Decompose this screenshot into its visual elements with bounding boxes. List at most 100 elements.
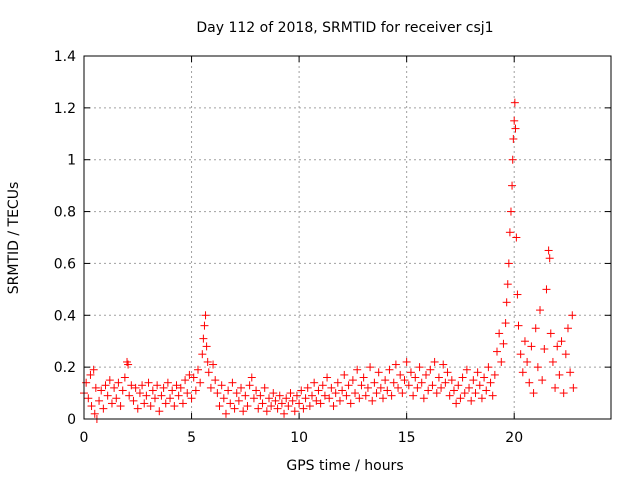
data-point bbox=[107, 399, 116, 408]
data-point bbox=[282, 394, 291, 403]
data-point bbox=[292, 391, 301, 400]
data-point bbox=[84, 394, 93, 403]
data-point bbox=[462, 365, 471, 374]
data-point bbox=[275, 391, 284, 400]
data-point bbox=[378, 394, 387, 403]
data-point bbox=[254, 404, 263, 413]
data-point bbox=[146, 402, 155, 411]
data-point bbox=[492, 347, 501, 356]
data-point bbox=[538, 376, 547, 385]
data-point bbox=[86, 370, 95, 379]
data-point bbox=[456, 394, 465, 403]
data-point bbox=[400, 376, 409, 385]
data-point bbox=[353, 365, 362, 374]
y-tick-label: 0.4 bbox=[54, 308, 76, 324]
data-point bbox=[178, 399, 187, 408]
data-point bbox=[351, 389, 360, 398]
data-point bbox=[95, 396, 104, 405]
data-point bbox=[359, 373, 368, 382]
data-point bbox=[125, 391, 134, 400]
data-point bbox=[103, 391, 112, 400]
data-point bbox=[443, 368, 452, 377]
data-point bbox=[563, 324, 572, 333]
data-point bbox=[120, 373, 129, 382]
data-point bbox=[569, 383, 578, 392]
x-tick-label: 15 bbox=[398, 430, 416, 446]
data-point bbox=[217, 381, 226, 390]
data-point bbox=[144, 378, 153, 387]
data-point bbox=[385, 365, 394, 374]
data-point bbox=[445, 391, 454, 400]
data-point bbox=[150, 394, 159, 403]
data-point bbox=[82, 378, 91, 387]
data-point bbox=[247, 373, 256, 382]
data-point bbox=[404, 381, 413, 390]
x-tick-label: 20 bbox=[505, 430, 523, 446]
data-point bbox=[174, 391, 183, 400]
data-point bbox=[559, 389, 568, 398]
data-point bbox=[396, 370, 405, 379]
data-point bbox=[305, 402, 314, 411]
y-tick-label: 0.8 bbox=[54, 205, 76, 221]
data-point bbox=[155, 407, 164, 416]
data-point bbox=[452, 399, 461, 408]
data-point bbox=[232, 389, 241, 398]
y-tick-label: 0.2 bbox=[54, 360, 76, 376]
data-point bbox=[153, 381, 162, 390]
data-point bbox=[432, 389, 441, 398]
data-point bbox=[187, 394, 196, 403]
data-point bbox=[219, 394, 228, 403]
data-point bbox=[97, 386, 106, 395]
data-point bbox=[105, 376, 114, 385]
data-point bbox=[387, 391, 396, 400]
data-point bbox=[277, 399, 286, 408]
data-point bbox=[135, 389, 144, 398]
data-point bbox=[533, 363, 542, 372]
data-point bbox=[228, 378, 237, 387]
data-point bbox=[318, 381, 327, 390]
data-point bbox=[512, 233, 521, 242]
data-point bbox=[376, 383, 385, 392]
data-point bbox=[129, 396, 138, 405]
data-point bbox=[504, 259, 513, 268]
data-point bbox=[226, 399, 235, 408]
data-point bbox=[561, 350, 570, 359]
data-point bbox=[520, 337, 529, 346]
data-point bbox=[264, 394, 273, 403]
data-point bbox=[523, 357, 532, 366]
data-point bbox=[511, 124, 520, 133]
data-point bbox=[477, 394, 486, 403]
data-point bbox=[486, 378, 495, 387]
data-point bbox=[206, 383, 215, 392]
data-point bbox=[320, 391, 329, 400]
data-point bbox=[110, 383, 119, 392]
data-point bbox=[531, 324, 540, 333]
data-point bbox=[344, 381, 353, 390]
data-point bbox=[116, 402, 125, 411]
data-point bbox=[505, 228, 514, 237]
x-axis-label: GPS time / hours bbox=[286, 458, 403, 474]
data-point bbox=[383, 386, 392, 395]
data-point bbox=[138, 381, 147, 390]
data-point bbox=[239, 407, 248, 416]
data-point bbox=[290, 407, 299, 416]
data-point bbox=[213, 389, 222, 398]
data-point bbox=[189, 373, 198, 382]
data-point bbox=[513, 290, 522, 299]
data-point bbox=[163, 378, 172, 387]
data-point bbox=[157, 391, 166, 400]
data-point bbox=[503, 280, 512, 289]
data-point bbox=[409, 391, 418, 400]
data-point bbox=[310, 378, 319, 387]
data-point bbox=[510, 98, 519, 107]
data-point bbox=[331, 389, 340, 398]
data-point bbox=[181, 376, 190, 385]
data-point bbox=[497, 357, 506, 366]
data-point bbox=[333, 378, 342, 387]
data-point bbox=[467, 396, 476, 405]
data-point bbox=[536, 306, 545, 315]
data-point bbox=[142, 391, 151, 400]
data-point bbox=[542, 285, 551, 294]
data-point bbox=[124, 360, 133, 369]
data-point bbox=[166, 394, 175, 403]
